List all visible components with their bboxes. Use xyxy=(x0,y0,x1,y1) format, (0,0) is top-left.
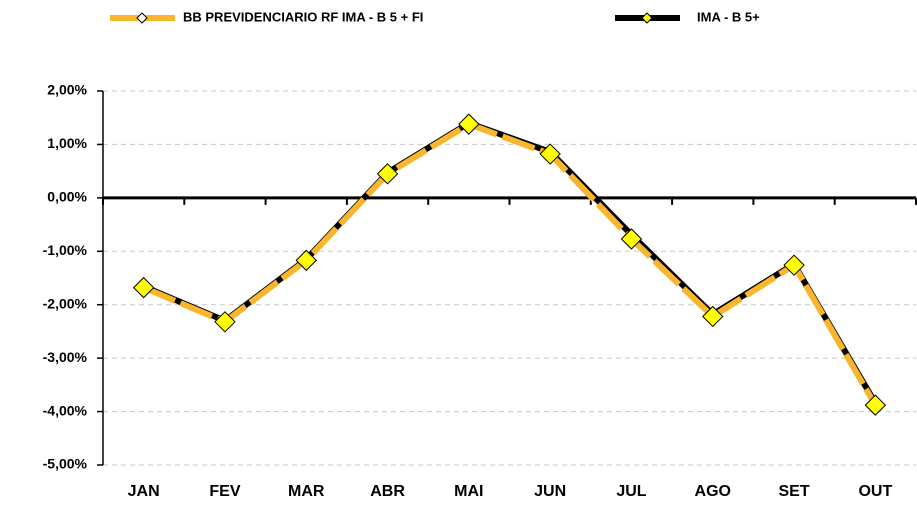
y-tick-label: -1,00% xyxy=(43,242,88,258)
legend-label: BB PREVIDENCIARIO RF IMA - B 5 + FI xyxy=(183,9,423,24)
y-tick-label: -3,00% xyxy=(43,349,88,365)
marker xyxy=(783,254,805,276)
y-tick-label: 0,00% xyxy=(47,189,87,205)
marker xyxy=(376,163,399,185)
y-tick-label: 1,00% xyxy=(47,135,87,151)
y-tick-label: -5,00% xyxy=(43,456,88,472)
x-tick-label: JAN xyxy=(128,483,160,500)
x-tick-label: JUN xyxy=(534,483,566,500)
marker xyxy=(214,311,236,333)
marker xyxy=(132,276,155,299)
x-tick-label: MAI xyxy=(454,483,483,500)
legend-marker xyxy=(136,12,148,24)
x-tick-label: MAR xyxy=(288,483,325,500)
marker xyxy=(539,143,561,165)
marker xyxy=(864,394,887,416)
y-tick-label: -4,00% xyxy=(43,402,88,418)
x-tick-label: FEV xyxy=(209,483,240,500)
legend-marker xyxy=(641,12,653,24)
marker xyxy=(620,228,643,250)
marker xyxy=(295,249,317,272)
line-series xyxy=(142,120,878,405)
x-tick-label: AGO xyxy=(695,483,731,500)
x-tick-label: JUL xyxy=(616,483,646,500)
y-tick-label: -2,00% xyxy=(43,295,88,311)
marker xyxy=(458,113,480,135)
x-tick-label: SET xyxy=(778,483,809,500)
x-tick-label: ABR xyxy=(370,483,405,500)
line-series xyxy=(142,121,878,407)
marker xyxy=(702,305,724,328)
x-tick-label: OUT xyxy=(858,483,892,500)
legend-label: IMA - B 5+ xyxy=(697,9,760,24)
y-tick-label: 2,00% xyxy=(47,82,87,98)
